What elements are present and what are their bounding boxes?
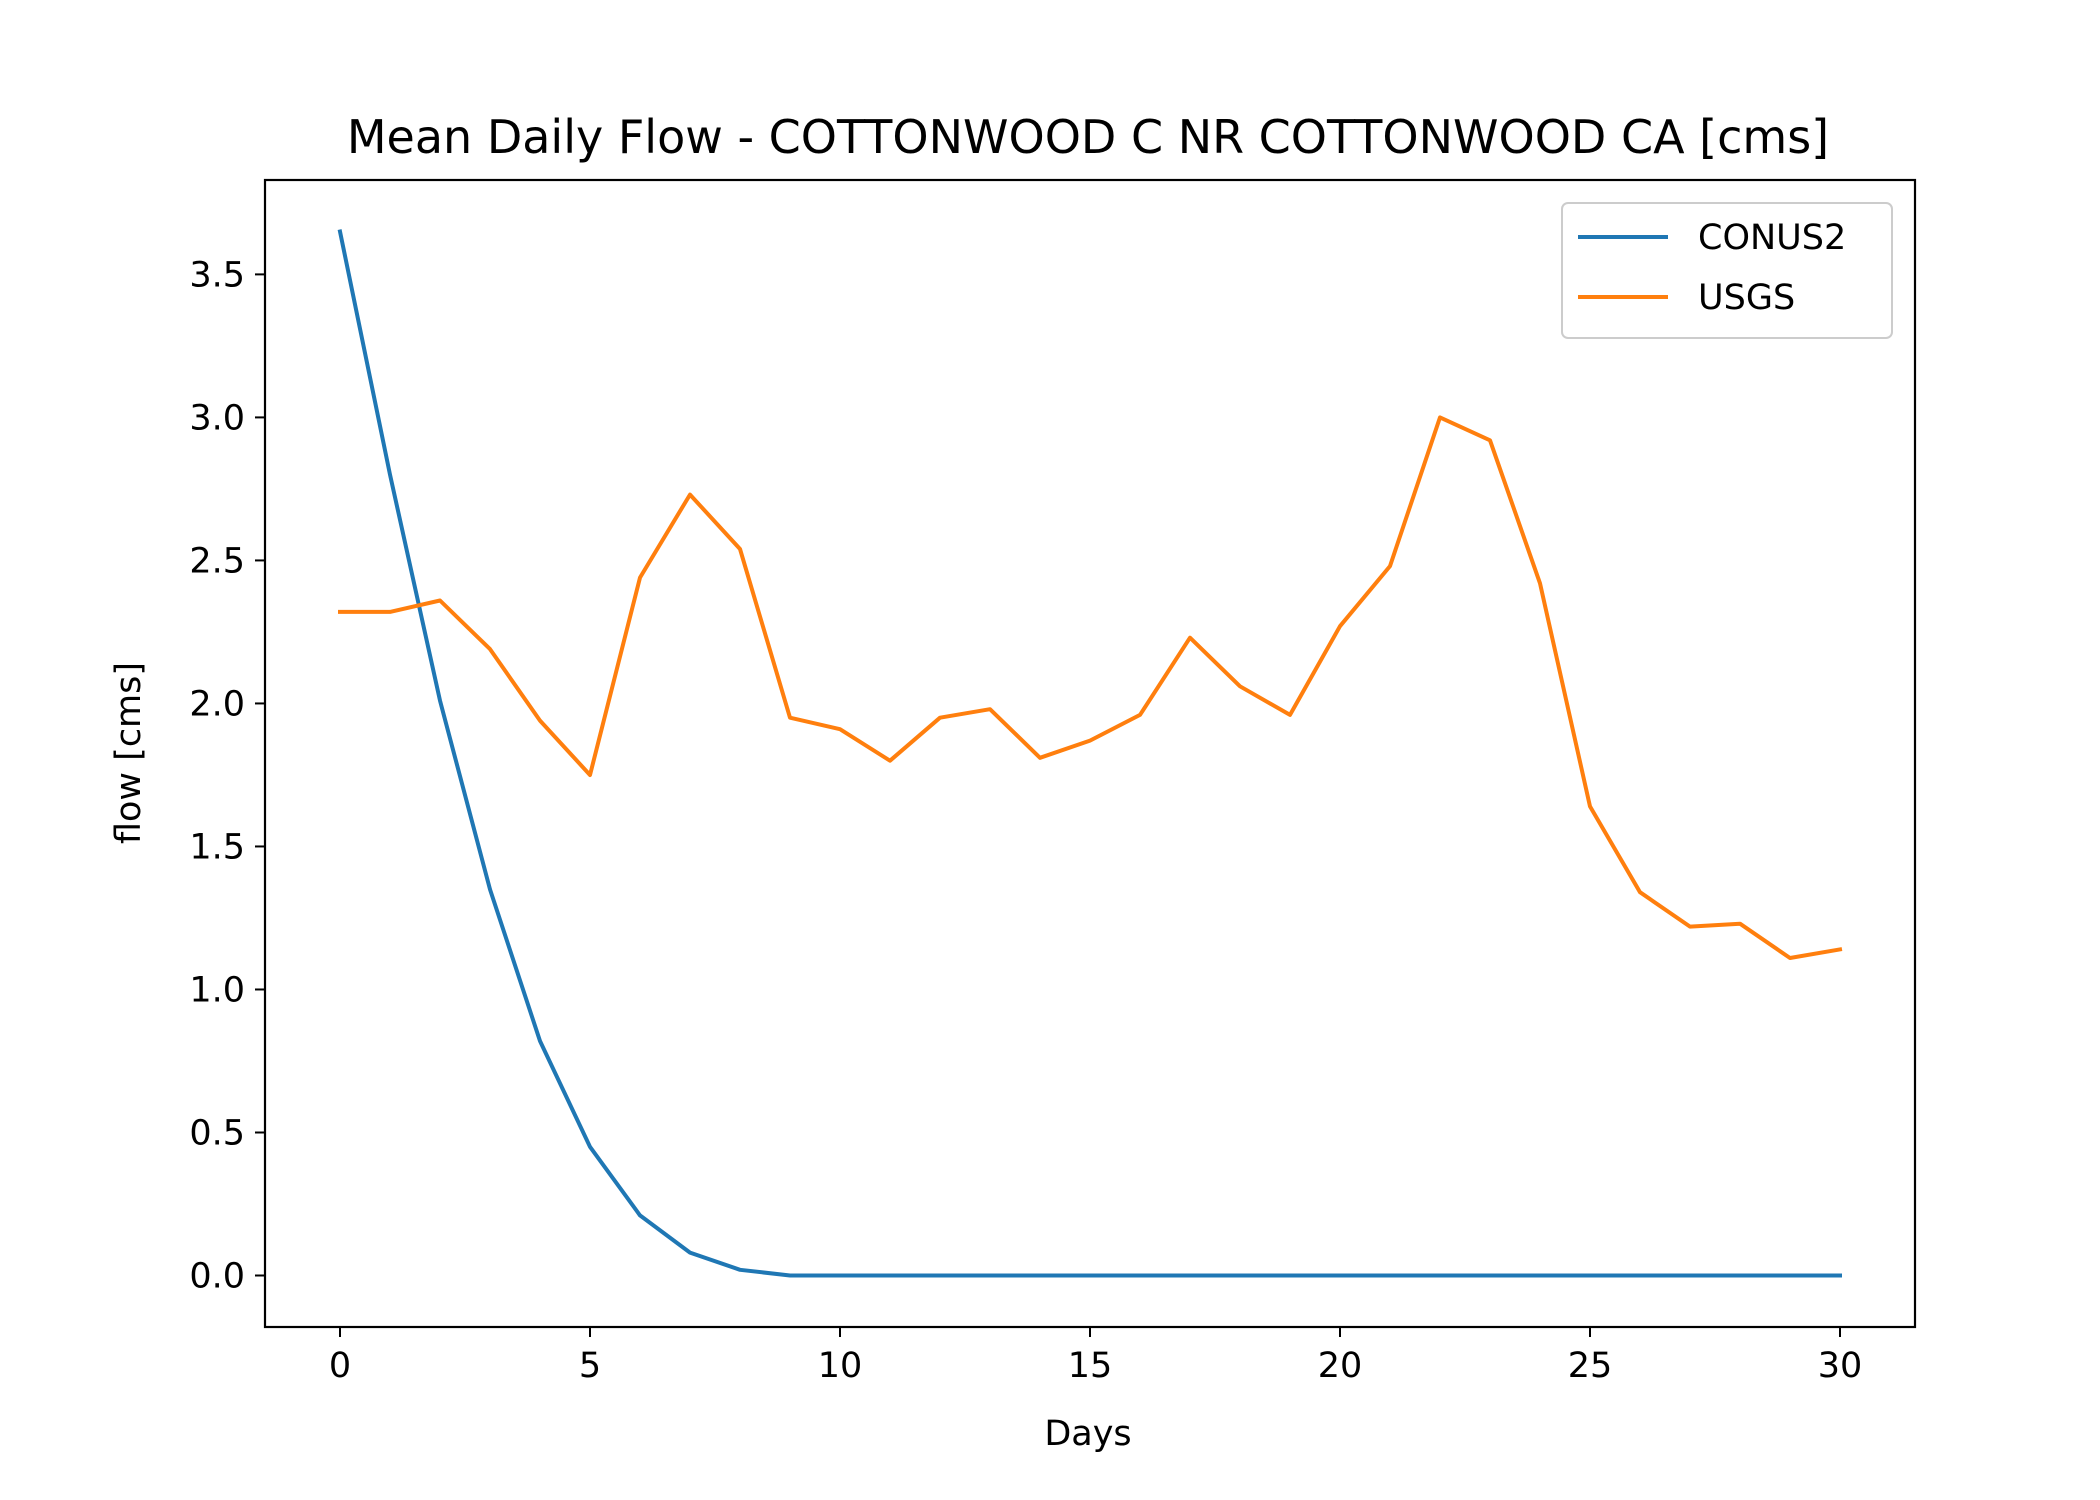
- x-tick-label: 5: [579, 1346, 601, 1386]
- y-axis-label: flow [cms]: [109, 662, 149, 844]
- x-tick-label: 15: [1068, 1346, 1113, 1386]
- y-tick-label: 3.0: [189, 398, 245, 438]
- x-tick-label: 0: [329, 1346, 351, 1386]
- legend-label-conus2: CONUS2: [1698, 218, 1846, 258]
- y-tick-label: 2.0: [189, 684, 245, 724]
- x-tick-label: 20: [1318, 1346, 1363, 1386]
- legend-label-usgs: USGS: [1698, 278, 1795, 318]
- x-tick-label: 25: [1568, 1346, 1613, 1386]
- y-tick-label: 0.0: [189, 1257, 245, 1297]
- y-tick-label: 3.5: [189, 255, 245, 295]
- chart-title: Mean Daily Flow - COTTONWOOD C NR COTTON…: [347, 110, 1829, 164]
- y-tick-label: 0.5: [189, 1113, 245, 1153]
- y-axis-ticks: 0.0 0.5 1.0 1.5 2.0 2.5 3.0 3.5: [189, 255, 265, 1297]
- legend: CONUS2 USGS: [1561, 202, 1893, 339]
- y-tick-label: 1.5: [189, 827, 245, 867]
- series-layer: [337, 229, 1843, 1278]
- x-axis-ticks: 0 5 10 15 20 25 30: [329, 1327, 1862, 1386]
- y-tick-label: 2.5: [189, 541, 245, 581]
- x-tick-label: 10: [818, 1346, 863, 1386]
- x-axis-label: Days: [1044, 1414, 1131, 1454]
- y-tick-label: 1.0: [189, 970, 245, 1010]
- x-tick-label: 30: [1818, 1346, 1863, 1386]
